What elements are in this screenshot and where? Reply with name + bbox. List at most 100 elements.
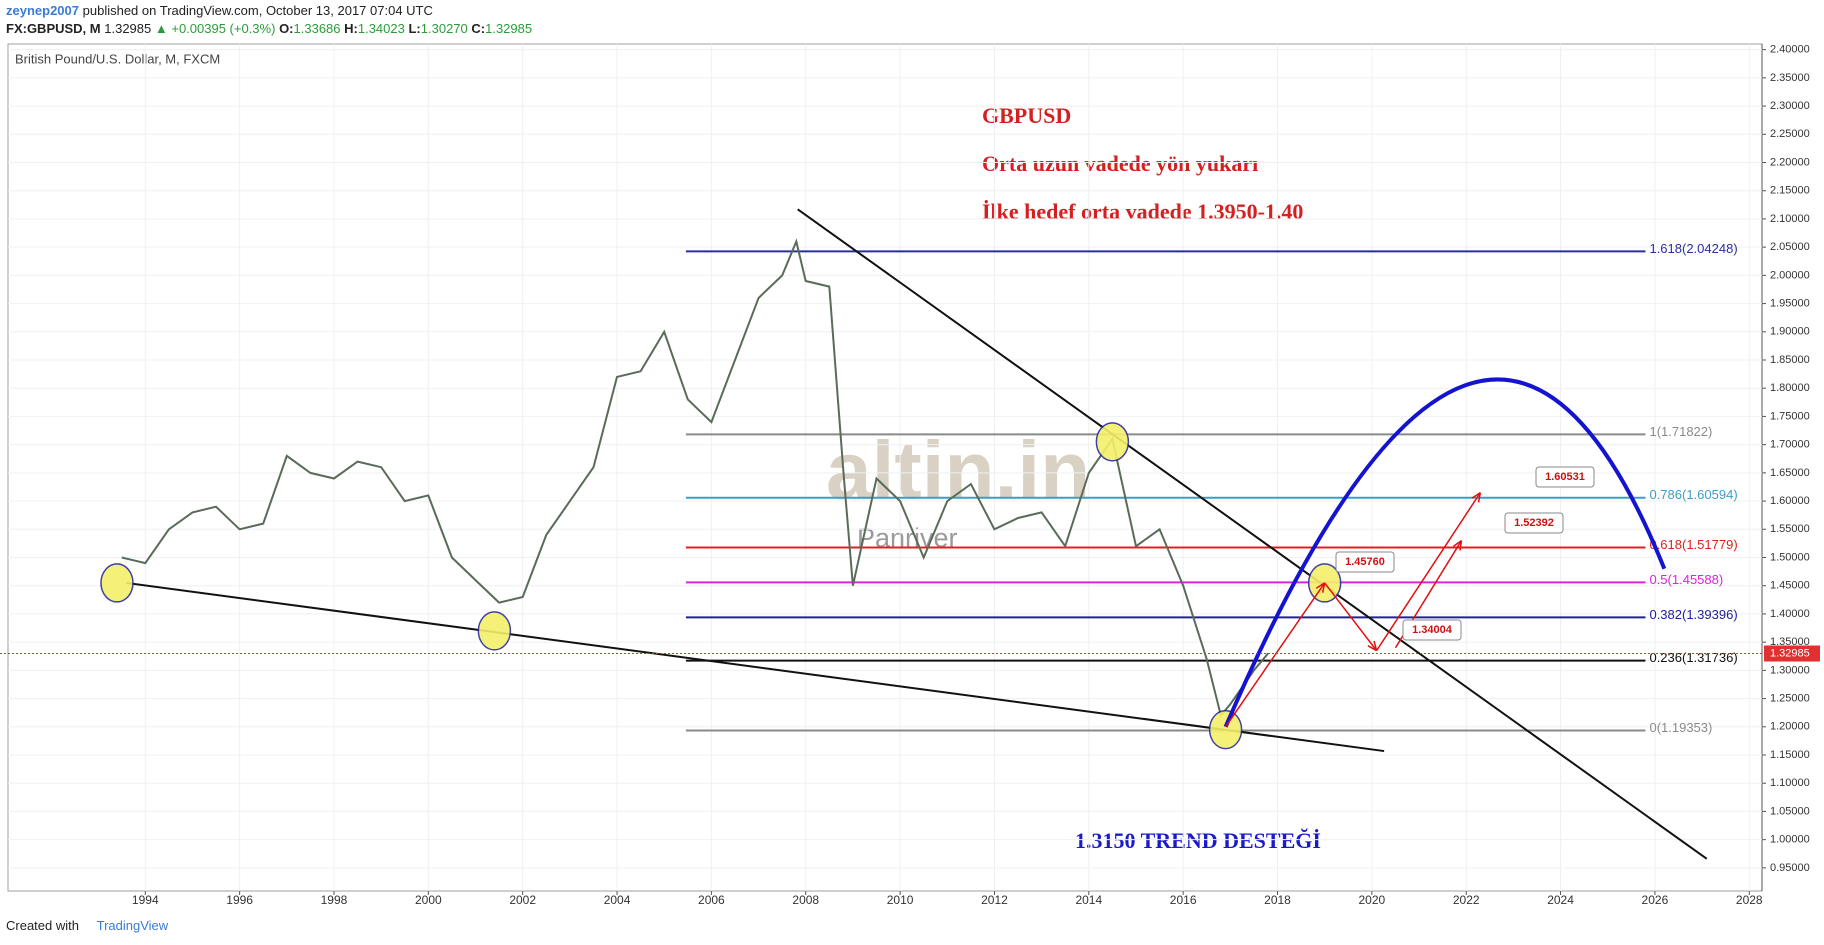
c-value: 1.32985 xyxy=(485,21,533,36)
last-price-badge xyxy=(1764,645,1820,662)
trend-line xyxy=(797,208,1708,860)
fib-label: 0.618(1.51779) xyxy=(1649,537,1737,552)
x-tick-label: 2022 xyxy=(1453,893,1480,907)
y-tick-label: 1.15000 xyxy=(1770,749,1810,761)
y-tick-label: 1.10000 xyxy=(1770,777,1810,789)
x-tick-label: 2014 xyxy=(1075,893,1102,907)
h-label: H: xyxy=(344,21,358,36)
arrow-head xyxy=(1452,539,1463,551)
x-tick-label: 1994 xyxy=(132,893,159,907)
arrow-head xyxy=(1471,491,1482,503)
y-tick-label: 1.95000 xyxy=(1770,297,1810,309)
x-tick-label: 2010 xyxy=(887,893,914,907)
fib-label: 0.786(1.60594) xyxy=(1649,487,1737,502)
footer: Created with TradingView xyxy=(6,918,168,933)
callout-box xyxy=(1535,466,1595,488)
y-tick-label: 2.40000 xyxy=(1770,44,1810,56)
x-tick-label: 2008 xyxy=(792,893,819,907)
projection-arrow xyxy=(1224,582,1326,728)
published: published on TradingView.com, October 13… xyxy=(82,3,433,18)
symbol-line: FX:GBPUSD, M 1.32985 ▲ +0.00395 (+0.3%) … xyxy=(6,21,532,36)
fib-label: 0.382(1.39396) xyxy=(1649,607,1737,622)
callout-label: 1.60531 xyxy=(1545,471,1585,483)
y-tick-label: 2.10000 xyxy=(1770,213,1810,225)
watermark-sub: Panriver xyxy=(857,523,958,553)
x-tick-label: 1998 xyxy=(321,893,348,907)
callout-box xyxy=(1504,512,1564,534)
h-value: 1.34023 xyxy=(357,21,405,36)
fib-label: 0(1.19353) xyxy=(1649,720,1712,735)
x-tick-label: 2006 xyxy=(698,893,725,907)
projection-arc xyxy=(1223,377,1667,728)
highlight-circle xyxy=(477,611,512,651)
callout-label: 1.34004 xyxy=(1412,624,1453,636)
fib-label: 1.618(2.04248) xyxy=(1649,241,1737,256)
annotation: 1.3150 TREND DESTEĞİ xyxy=(1075,828,1321,853)
x-tick-label: 2028 xyxy=(1736,893,1763,907)
y-tick-label: 1.05000 xyxy=(1770,805,1810,817)
highlight-circle xyxy=(1208,709,1243,750)
y-tick-label: 1.40000 xyxy=(1770,608,1810,620)
y-tick-label: 1.70000 xyxy=(1770,439,1810,451)
y-tick-label: 1.50000 xyxy=(1770,551,1810,563)
change: ▲ +0.00395 (+0.3%) xyxy=(154,21,276,36)
callout-label: 1.52392 xyxy=(1514,517,1554,529)
arrow-head xyxy=(1315,582,1326,593)
y-tick-label: 1.00000 xyxy=(1770,834,1810,846)
author[interactable]: zeynep2007 xyxy=(6,3,79,18)
callout-box xyxy=(1402,619,1462,641)
c-label: C: xyxy=(471,21,486,36)
y-tick-label: 2.05000 xyxy=(1770,241,1810,253)
y-tick-label: 2.15000 xyxy=(1770,185,1810,197)
y-tick-label: 1.60000 xyxy=(1770,495,1810,507)
x-tick-label: 2002 xyxy=(509,893,536,907)
y-tick-label: 1.25000 xyxy=(1770,692,1810,704)
fib-label: 0.5(1.45588) xyxy=(1649,572,1723,587)
symbol: FX:GBPUSD, M xyxy=(6,21,101,36)
l-value: 1.30270 xyxy=(420,21,468,36)
annotation: İlke hedef orta vadede 1.3950-1.40 xyxy=(982,199,1303,224)
y-tick-label: 1.35000 xyxy=(1770,636,1810,648)
y-tick-label: 2.20000 xyxy=(1770,156,1810,168)
watermark: altin.in xyxy=(826,426,1090,517)
fib-label: 0.236(1.31736) xyxy=(1649,650,1737,665)
publish-line: zeynep2007 published on TradingView.com,… xyxy=(6,3,433,18)
fib-label: 1(1.71822) xyxy=(1649,424,1712,439)
x-tick-label: 2026 xyxy=(1642,893,1669,907)
arrow-head xyxy=(1367,640,1378,652)
y-tick-label: 1.30000 xyxy=(1770,664,1810,676)
plot-frame xyxy=(7,43,1763,892)
highlight-circle xyxy=(1095,422,1130,462)
trend-line xyxy=(126,581,1385,753)
y-tick-label: 1.80000 xyxy=(1770,382,1810,394)
y-tick-label: 1.55000 xyxy=(1770,523,1810,535)
y-tick-label: 1.75000 xyxy=(1770,410,1810,422)
projection-arrow xyxy=(1324,582,1378,652)
highlight-circle xyxy=(100,563,134,603)
x-tick-label: 2024 xyxy=(1547,893,1574,907)
x-tick-label: 2018 xyxy=(1264,893,1291,907)
o-value: 1.33686 xyxy=(293,21,341,36)
x-tick-label: 2004 xyxy=(604,893,631,907)
annotation: Orta uzun vadede yön yukarı xyxy=(982,151,1258,176)
price-line xyxy=(121,238,1269,718)
l-label: L: xyxy=(408,21,421,36)
o-label: O: xyxy=(279,21,294,36)
y-tick-label: 2.00000 xyxy=(1770,269,1810,281)
x-tick-label: 2000 xyxy=(415,893,442,907)
y-tick-label: 2.25000 xyxy=(1770,128,1810,140)
x-tick-label: 1996 xyxy=(226,893,253,907)
created: Created with xyxy=(6,918,79,933)
last: 1.32985 xyxy=(104,21,152,36)
x-tick-label: 2020 xyxy=(1359,893,1386,907)
callout-box xyxy=(1335,551,1395,573)
chart-title: British Pound/U.S. Dollar, M, FXCM xyxy=(15,51,220,66)
x-tick-label: 2016 xyxy=(1170,893,1197,907)
x-tick-label: 2012 xyxy=(981,893,1008,907)
y-tick-label: 2.30000 xyxy=(1770,100,1810,112)
annotation: GBPUSD xyxy=(982,103,1071,128)
last-price-label: 1.32985 xyxy=(1770,647,1810,659)
brand[interactable]: TradingView xyxy=(96,918,169,933)
